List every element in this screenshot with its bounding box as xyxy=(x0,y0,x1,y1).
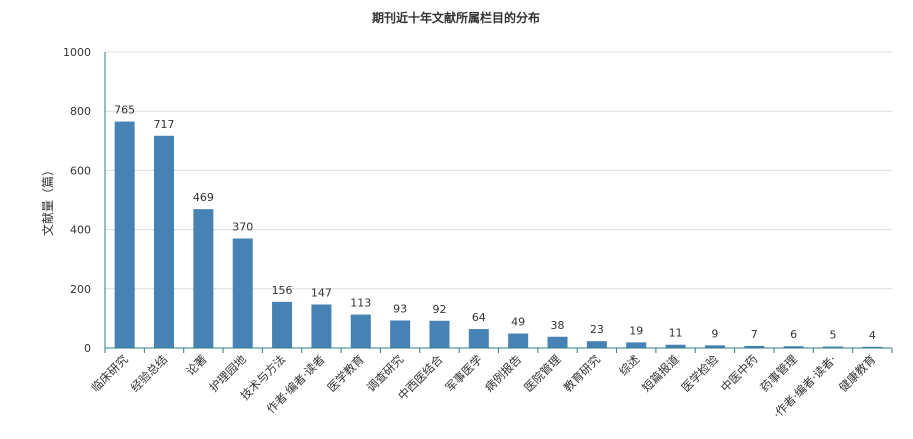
bar xyxy=(272,301,293,348)
bar xyxy=(390,320,411,348)
data-label: 765 xyxy=(114,104,135,117)
data-label: 11 xyxy=(669,327,683,340)
x-tick-label: 医院管理 xyxy=(521,352,564,395)
bar xyxy=(665,344,686,348)
data-label: 64 xyxy=(472,311,486,324)
data-label: 717 xyxy=(154,118,175,131)
bar xyxy=(626,342,647,348)
x-tick-label: 健康教育 xyxy=(836,352,878,394)
bar xyxy=(704,345,725,348)
x-tick-label: 论著 xyxy=(183,352,209,378)
x-tick-label: 军事医学 xyxy=(443,352,485,394)
bar xyxy=(862,346,883,348)
bar xyxy=(822,346,843,348)
data-label: 113 xyxy=(350,297,371,310)
bars xyxy=(114,121,883,348)
bar xyxy=(744,345,765,348)
bar xyxy=(429,320,450,348)
y-tick-label: 1000 xyxy=(63,46,91,59)
bar xyxy=(232,238,253,348)
bar xyxy=(508,333,529,348)
data-label: 5 xyxy=(829,329,836,342)
data-label: 38 xyxy=(551,319,565,332)
x-tick-label: 综述 xyxy=(616,352,643,379)
x-tick-label: 短篇报道 xyxy=(639,352,682,395)
data-label: 370 xyxy=(232,220,253,233)
bar xyxy=(350,314,371,348)
bar xyxy=(586,341,607,348)
x-tick-label: 中医中药 xyxy=(718,352,760,394)
bar xyxy=(154,135,175,348)
data-label: 4 xyxy=(869,329,876,342)
y-tick-label: 200 xyxy=(70,283,91,296)
y-tick-label: 0 xyxy=(84,342,91,355)
axes: 0 200 400 600 800 1000 xyxy=(63,46,893,355)
data-label: 7 xyxy=(751,328,758,341)
y-tick-label: 600 xyxy=(70,164,91,177)
data-label: 147 xyxy=(311,286,332,299)
y-tick-label: 800 xyxy=(70,105,91,118)
data-label: 9 xyxy=(711,327,718,340)
bar xyxy=(468,329,489,348)
data-label: 23 xyxy=(590,323,604,336)
data-label: 6 xyxy=(790,328,797,341)
x-tick-label: 教育研究 xyxy=(561,352,604,395)
x-tick-label: 医学教育 xyxy=(324,352,366,394)
chart-title: 期刊近十年文献所属栏目的分布 xyxy=(372,10,540,25)
data-label: 92 xyxy=(432,303,446,316)
gridlines xyxy=(105,51,892,290)
y-tick-label: 400 xyxy=(70,224,91,237)
y-axis-label: 文献量（篇） xyxy=(40,164,55,236)
x-tick-label: 经验总结 xyxy=(128,352,170,394)
bar xyxy=(547,336,568,348)
bar xyxy=(193,209,214,348)
data-label: 156 xyxy=(272,284,293,297)
bar xyxy=(114,121,135,348)
bar xyxy=(783,346,804,348)
x-tick-label: 病例报告 xyxy=(482,352,524,394)
data-label: 469 xyxy=(193,191,214,204)
x-tick-label: 临床研究 xyxy=(88,352,131,395)
data-label: 19 xyxy=(629,324,643,337)
x-tick-label: 医学检验 xyxy=(679,352,722,395)
data-label: 49 xyxy=(511,315,525,328)
data-label: 93 xyxy=(393,302,407,315)
bar xyxy=(311,304,332,348)
